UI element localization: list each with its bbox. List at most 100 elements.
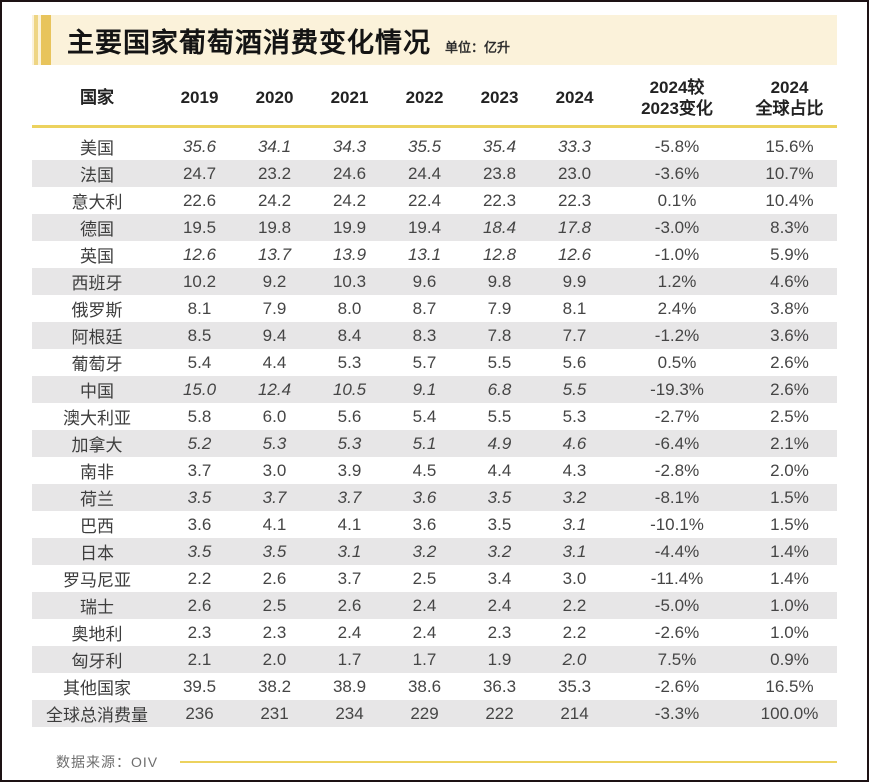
value-cell: 8.5 [187,325,212,345]
value-cell: 3.0 [262,460,287,480]
value-cell: 15.0 [182,379,217,399]
value-cell: 12.8 [482,244,517,264]
value-cell: 2.6 [262,568,287,588]
value-cell: 5.3 [337,352,362,372]
value-cell: 1.7 [412,649,437,669]
value-cell: 222 [485,703,514,723]
country-cell: 德国 [80,220,114,239]
table-row: 奥地利 2.3 2.3 2.4 2.4 2.3 2.2 -2.6% 1.0% [32,619,837,646]
column-header-2022: 2022 [405,88,444,108]
value-cell: 5.5 [562,379,587,399]
table-row: 意大利 22.6 24.2 24.2 22.4 22.3 22.3 0.1% 1… [32,187,837,214]
value-cell: 5.4 [412,406,437,426]
table-row: 澳大利亚 5.8 6.0 5.6 5.4 5.5 5.3 -2.7% 2.5% [32,403,837,430]
country-cell: 中国 [80,382,114,401]
value-cell: 236 [185,703,214,723]
value-cell: 7.9 [262,298,287,318]
value-cell: 4.3 [562,460,587,480]
value-cell: 12.6 [557,244,592,264]
value-cell: 234 [335,703,364,723]
table-row: 西班牙 10.2 9.2 10.3 9.6 9.8 9.9 1.2% 4.6% [32,268,837,295]
value-cell: 3.5 [487,514,512,534]
value-cell: 8.0 [337,298,362,318]
share-cell: 1.5% [770,514,809,534]
value-cell: 13.9 [332,244,367,264]
share-cell: 1.0% [770,595,809,615]
value-cell: 35.6 [182,136,217,156]
value-cell: 13.1 [407,244,442,264]
column-header-share: 2024 全球占比 [755,77,824,118]
value-cell: 10.5 [332,379,367,399]
value-cell: 3.5 [187,541,212,561]
value-cell: 18.4 [482,217,517,237]
value-cell: 5.7 [412,352,437,372]
value-cell: 3.9 [337,460,362,480]
value-cell: 3.2 [487,541,512,561]
country-cell: 全球总消费量 [46,706,148,725]
column-header-2019: 2019 [180,88,219,108]
column-header-2021: 2021 [330,88,369,108]
table-header-row: 国家 2019 2020 2021 2022 2023 2024 2024较 2… [32,74,837,122]
value-cell: 2.4 [337,622,362,642]
column-header-change: 2024较 2023变化 [641,77,713,118]
table-row: 加拿大 5.2 5.3 5.3 5.1 4.9 4.6 -6.4% 2.1% [32,430,837,457]
value-cell: 3.7 [337,568,362,588]
share-cell: 16.5% [765,676,814,696]
share-cell: 15.6% [765,136,814,156]
table-row: 葡萄牙 5.4 4.4 5.3 5.7 5.5 5.6 0.5% 2.6% [32,349,837,376]
page-title: 主要国家葡萄酒消费变化情况 [67,27,431,58]
value-cell: 5.3 [337,433,362,453]
value-cell: 13.7 [257,244,292,264]
value-cell: 3.1 [337,541,362,561]
value-cell: 5.5 [487,406,512,426]
value-cell: 2.2 [562,622,587,642]
value-cell: 9.1 [412,379,437,399]
value-cell: 10.2 [182,271,217,291]
value-cell: 38.9 [332,676,367,696]
change-cell: -5.8% [654,136,700,156]
share-cell: 2.6% [770,352,809,372]
table-row: 日本 3.5 3.5 3.1 3.2 3.2 3.1 -4.4% 1.4% [32,538,837,565]
data-source-label: 数据来源：OIV [56,754,159,770]
value-cell: 9.2 [262,271,287,291]
share-cell: 2.0% [770,460,809,480]
column-header-2023: 2023 [480,88,519,108]
change-cell: 1.2% [657,271,697,291]
value-cell: 8.7 [412,298,437,318]
table-row: 巴西 3.6 4.1 4.1 3.6 3.5 3.1 -10.1% 1.5% [32,511,837,538]
value-cell: 19.4 [407,217,442,237]
change-cell: -3.0% [654,217,700,237]
value-cell: 4.1 [262,514,287,534]
value-cell: 19.8 [257,217,292,237]
value-cell: 2.4 [412,595,437,615]
value-cell: 12.4 [257,379,292,399]
country-cell: 葡萄牙 [71,355,123,374]
share-cell: 1.4% [770,541,809,561]
share-cell: 8.3% [770,217,809,237]
value-cell: 2.5 [412,568,437,588]
value-cell: 4.5 [412,460,437,480]
change-cell: -3.6% [654,163,700,183]
value-cell: 7.7 [562,325,587,345]
change-cell: -3.3% [654,703,700,723]
change-cell: 7.5% [657,649,697,669]
value-cell: 19.5 [182,217,217,237]
value-cell: 5.4 [187,352,212,372]
table-row: 瑞士 2.6 2.5 2.6 2.4 2.4 2.2 -5.0% 1.0% [32,592,837,619]
value-cell: 9.9 [562,271,587,291]
value-cell: 9.4 [262,325,287,345]
share-cell: 2.1% [770,433,809,453]
value-cell: 2.6 [187,595,212,615]
change-cell: -19.3% [650,379,704,399]
country-cell: 匈牙利 [71,652,123,671]
unit-label: 单位：亿升 [445,40,511,55]
value-cell: 5.1 [412,433,437,453]
value-cell: 5.5 [487,352,512,372]
value-cell: 38.6 [407,676,442,696]
share-cell: 3.8% [770,298,809,318]
value-cell: 22.4 [407,190,442,210]
accent-bar-thick [41,15,51,65]
value-cell: 2.0 [262,649,287,669]
country-cell: 巴西 [80,517,114,536]
